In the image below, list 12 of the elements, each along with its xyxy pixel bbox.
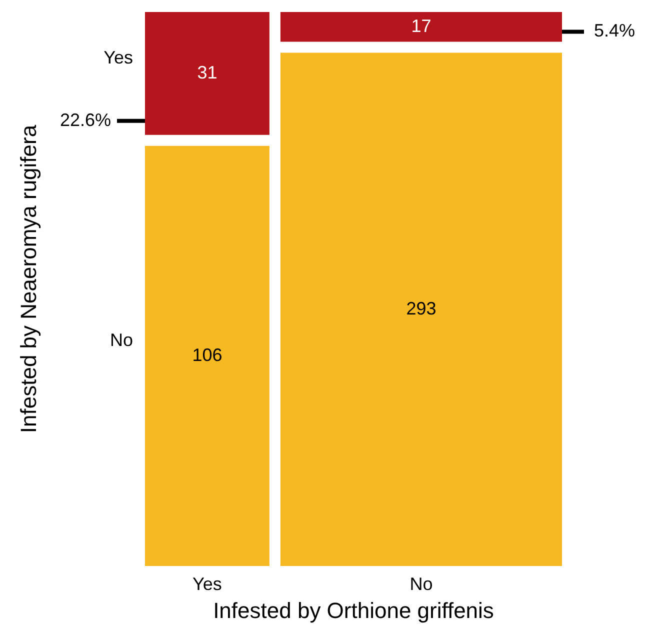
series-label: Yes bbox=[104, 47, 133, 68]
text: 5.4% bbox=[594, 20, 636, 41]
text: 22.6% bbox=[60, 110, 111, 130]
text: Infested by Orthione griffenis bbox=[213, 598, 494, 624]
category-label: Yes bbox=[192, 574, 222, 594]
data-label: 31 bbox=[197, 62, 218, 82]
data-label: 106 bbox=[192, 344, 222, 365]
category-label: No bbox=[410, 574, 433, 594]
data-label: 17 bbox=[411, 16, 432, 36]
text: Infested by Neaeromya rugifera bbox=[16, 124, 42, 434]
series-label: No bbox=[110, 330, 133, 350]
data-label: 293 bbox=[406, 298, 436, 318]
